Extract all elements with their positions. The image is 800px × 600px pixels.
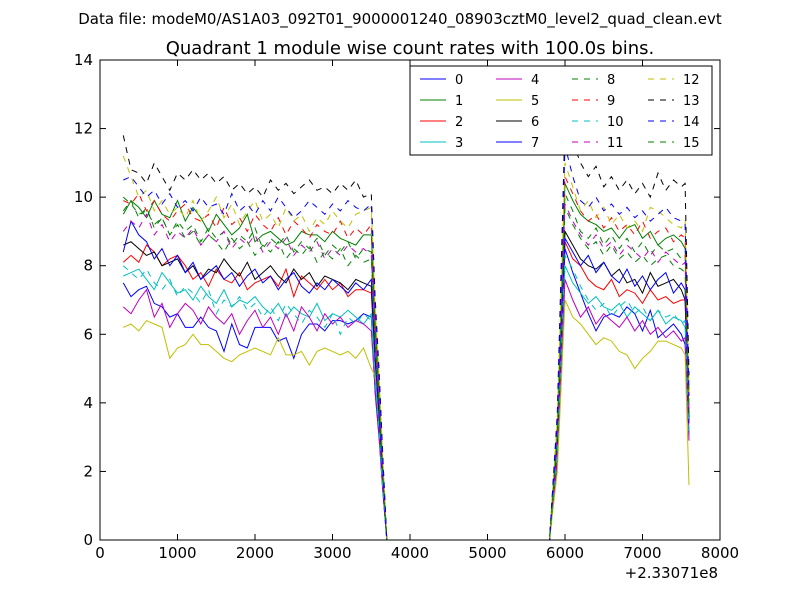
- legend-label-6: 6: [531, 115, 539, 130]
- x-tick-label: 6000: [546, 544, 584, 562]
- series-line-1: [122, 183, 690, 540]
- suptitle: Data file: modeM0/AS1A03_092T01_90000012…: [78, 10, 722, 29]
- series-line-12: [122, 155, 690, 540]
- y-tick-label: 10: [74, 188, 93, 206]
- series-line-6: [123, 229, 690, 540]
- legend-label-7: 7: [531, 136, 539, 151]
- series-line-8: [122, 193, 690, 540]
- y-tick-label: 8: [83, 257, 93, 275]
- ticks-layer: 0 1000 2000 3000 4000 5000 6000 7000 80000246810…: [74, 51, 739, 562]
- legend-label-9: 9: [607, 94, 615, 109]
- y-tick-label: 4: [83, 394, 93, 412]
- legend-label-11: 11: [607, 136, 624, 151]
- series-line-13: [122, 121, 690, 540]
- series-layer: [122, 121, 690, 540]
- series-line-4: [122, 279, 690, 540]
- legend-label-15: 15: [683, 136, 700, 151]
- y-tick-label: 6: [83, 325, 93, 343]
- legend-frame: [409, 65, 713, 156]
- legend-label-13: 13: [683, 94, 700, 109]
- legend-label-10: 10: [607, 115, 624, 130]
- plot-area: 0 1000 2000 3000 4000 5000 6000 7000 80000246810…: [74, 51, 739, 562]
- y-tick-label: 14: [74, 51, 93, 69]
- legend-label-4: 4: [531, 73, 539, 88]
- series-line-3: [123, 265, 690, 540]
- x-tick-label: 2000: [236, 544, 274, 562]
- x-tick-label: 7000: [623, 544, 661, 562]
- x-offset-label: +2.33071e8: [625, 564, 718, 582]
- series-line-15: [122, 199, 690, 540]
- legend-label-0: 0: [455, 73, 463, 88]
- x-tick-label: 8000: [701, 544, 739, 562]
- series-line-5: [123, 299, 690, 540]
- x-tick-label: 3000: [313, 544, 351, 562]
- legend-label-3: 3: [455, 136, 463, 151]
- legend-label-8: 8: [607, 73, 615, 88]
- y-tick-label: 2: [83, 462, 93, 480]
- series-line-2: [122, 241, 690, 540]
- series-line-14: [123, 145, 690, 540]
- legend-label-2: 2: [455, 115, 463, 130]
- series-line-7: [122, 219, 690, 540]
- legend-label-12: 12: [683, 73, 700, 88]
- x-tick-label: 4000: [391, 544, 429, 562]
- series-line-0: [122, 248, 690, 540]
- series-line-9: [123, 176, 690, 540]
- x-tick-label: 0: [95, 544, 105, 562]
- legend-label-1: 1: [455, 94, 463, 109]
- x-tick-label: 5000: [468, 544, 506, 562]
- chart-title: Quadrant 1 module wise count rates with …: [166, 38, 655, 59]
- y-tick-label: 0: [83, 531, 93, 549]
- y-tick-label: 12: [74, 120, 93, 138]
- legend-label-5: 5: [531, 94, 539, 109]
- x-tick-label: 1000: [158, 544, 196, 562]
- legend-label-14: 14: [683, 115, 700, 130]
